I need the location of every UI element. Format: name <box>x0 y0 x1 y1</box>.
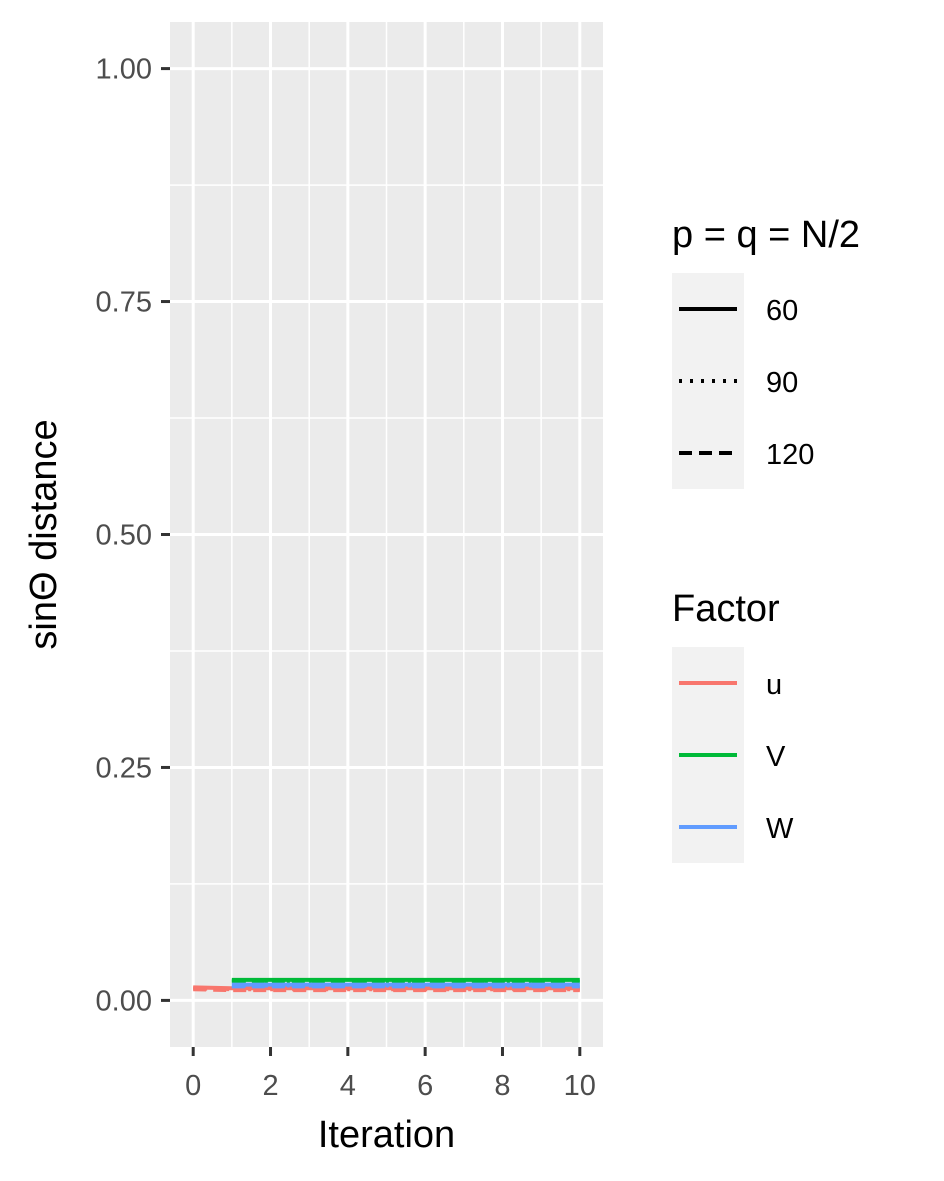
x-tick-label: 6 <box>417 1070 433 1102</box>
y-tick-label: 1.00 <box>96 54 152 86</box>
y-tick-label: 0.00 <box>96 985 152 1017</box>
x-tick-label: 0 <box>185 1070 201 1102</box>
x-tick-label: 4 <box>340 1070 356 1102</box>
y-tick-label: 0.75 <box>96 287 152 319</box>
series-layer <box>193 977 580 993</box>
y-axis-title: sinΘ distance <box>23 419 65 649</box>
legend-label: 120 <box>766 439 814 471</box>
legend-label: W <box>766 813 794 845</box>
series-line-u-120 <box>193 987 580 993</box>
x-axis: 0 2 4 6 8 10 <box>185 1047 596 1102</box>
legend-label: 60 <box>766 295 798 327</box>
y-tick-label: 0.25 <box>96 752 152 784</box>
legend-layer: p = q = N/2 60 90 120 Factor u V W <box>672 214 860 863</box>
x-tick-label: 10 <box>564 1070 596 1102</box>
y-axis: 0.00 0.25 0.50 0.75 1.00 <box>96 54 170 1017</box>
grid-major <box>170 22 603 1047</box>
x-axis-title: Iteration <box>318 1114 455 1156</box>
y-tick-label: 0.50 <box>96 520 152 552</box>
legend-title: p = q = N/2 <box>672 214 860 256</box>
x-tick-label: 8 <box>494 1070 510 1102</box>
legend-title: Factor <box>672 588 780 630</box>
legend-label: u <box>766 669 782 701</box>
legend-key-bg <box>672 345 744 417</box>
legend-label: 90 <box>766 367 798 399</box>
legend-label: V <box>766 741 786 773</box>
x-tick-label: 2 <box>262 1070 278 1102</box>
